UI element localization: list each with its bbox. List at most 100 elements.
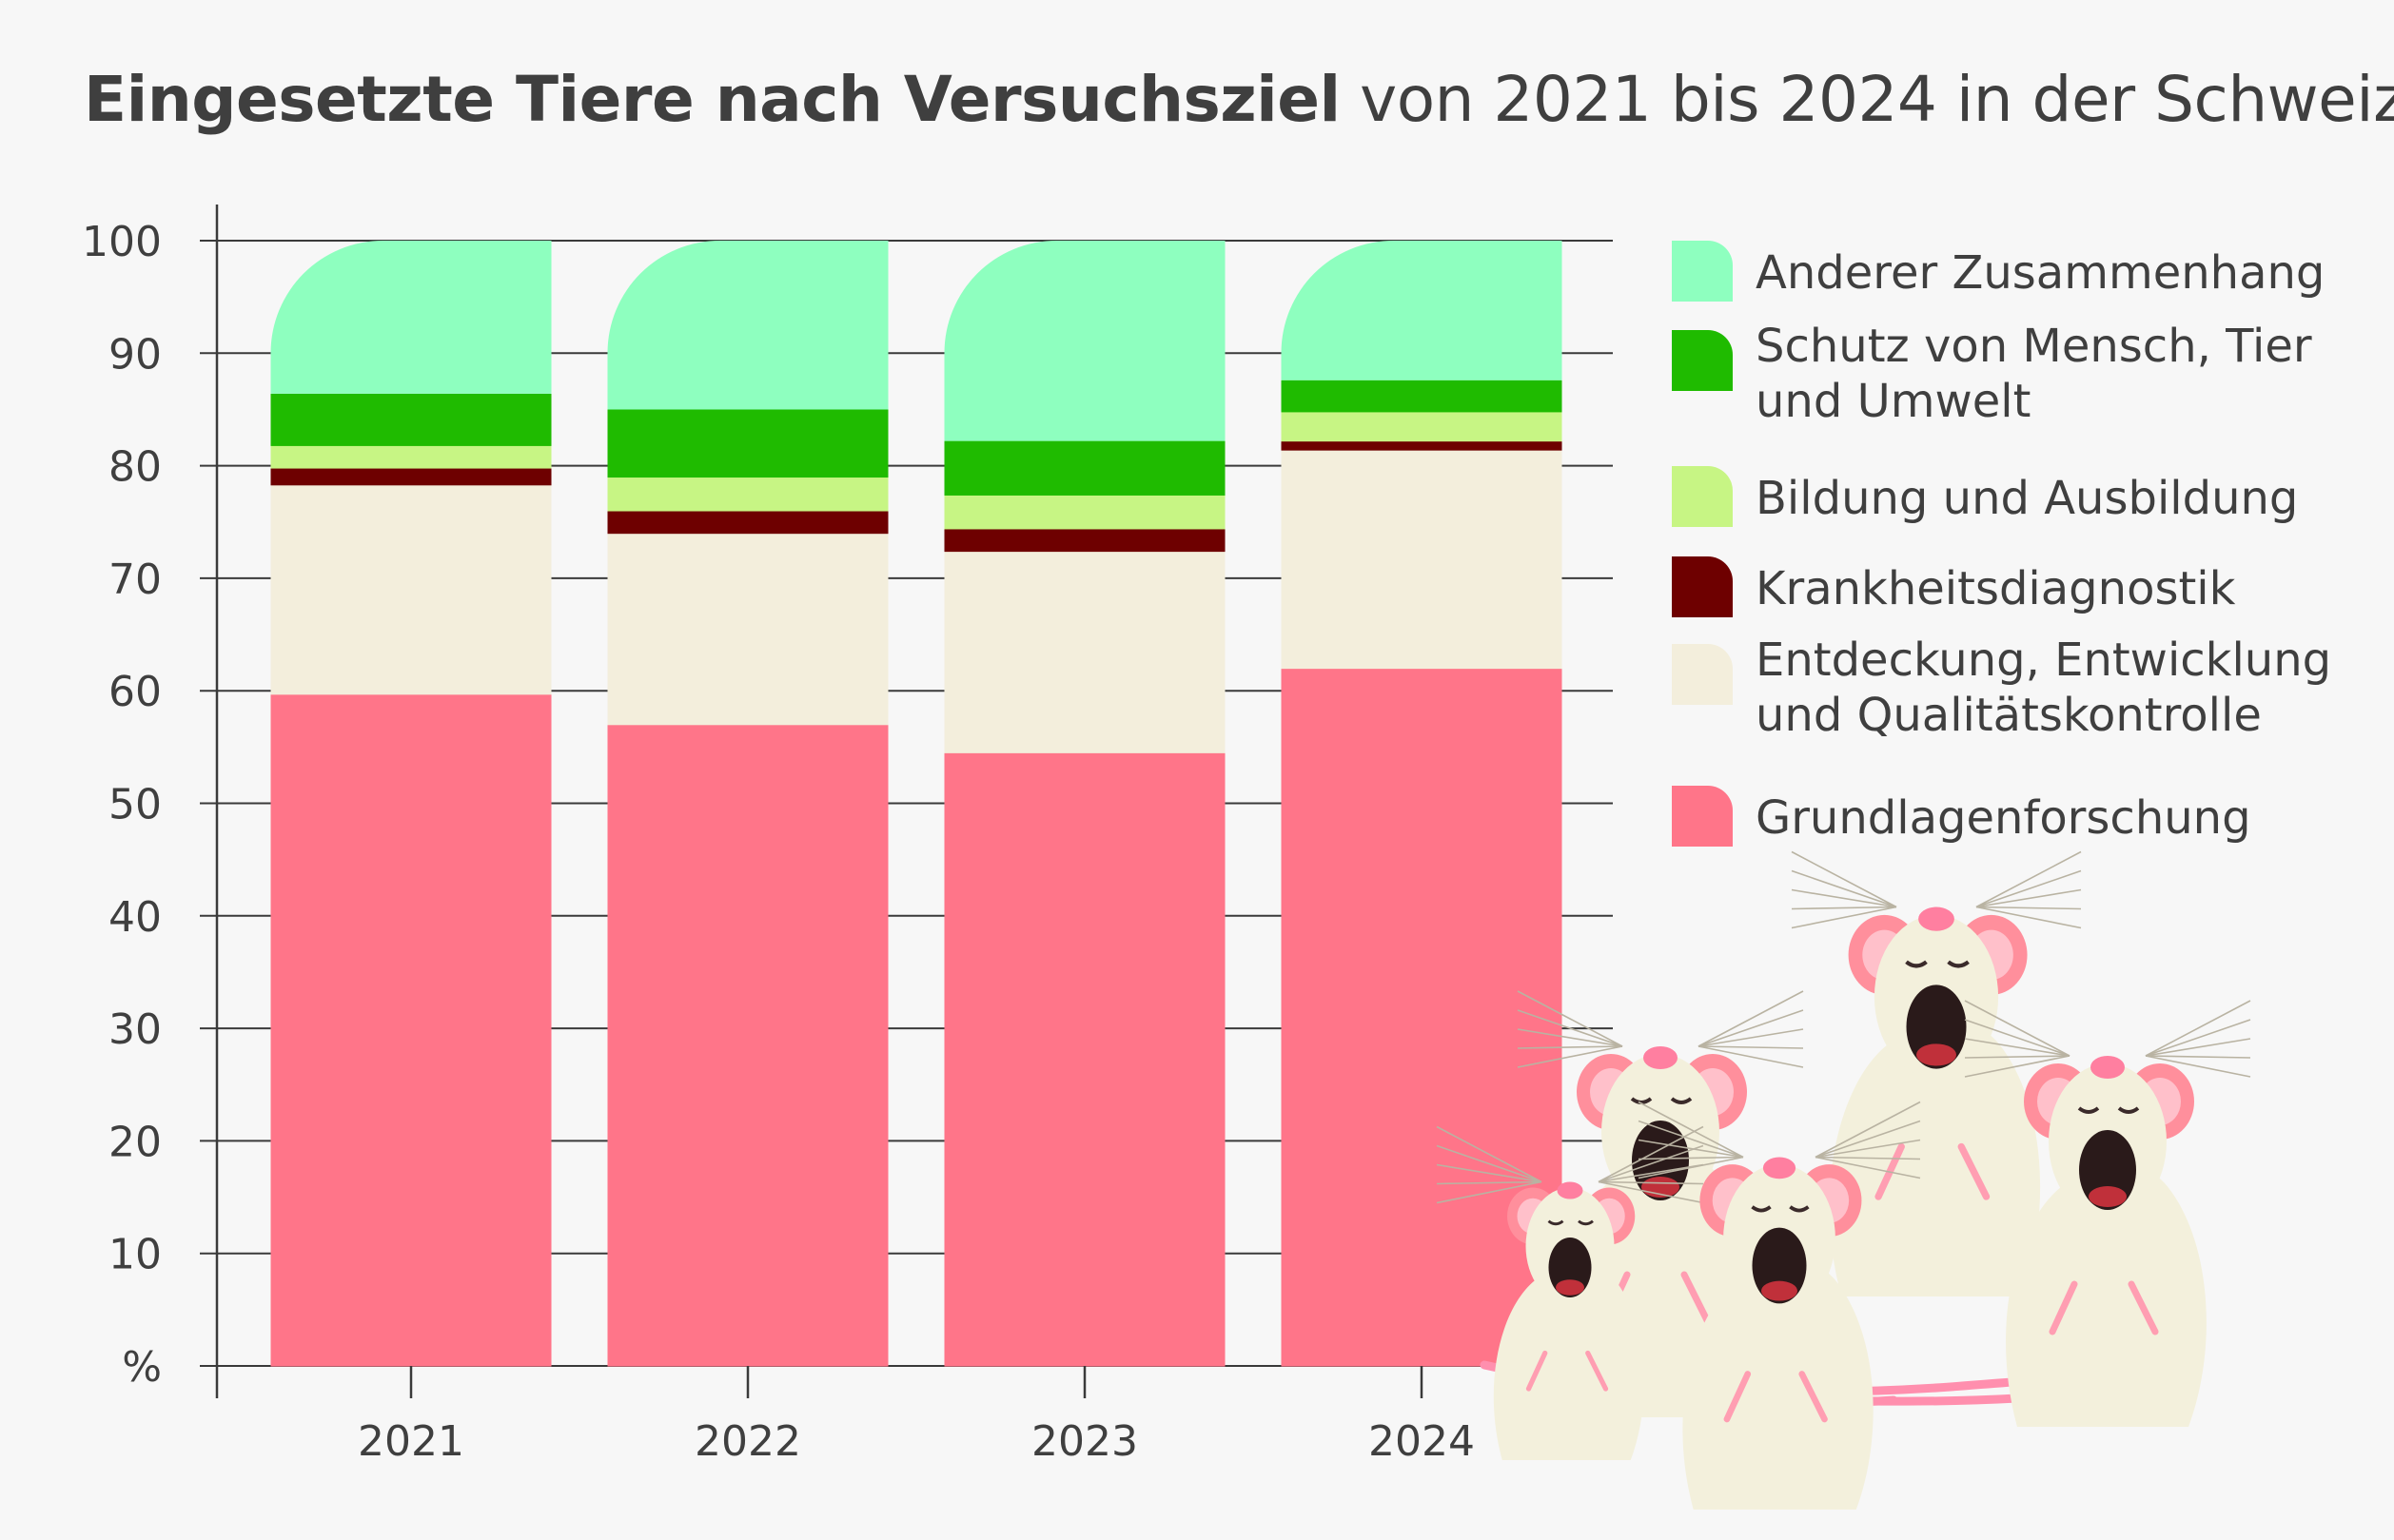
whisker (1436, 1180, 1542, 1185)
mouse-eyes (1905, 960, 1970, 968)
legend-label: und Qualitätskontrolle (1756, 689, 2262, 742)
whisker (1975, 906, 2082, 929)
whisker (1517, 990, 1623, 1047)
bar-segment-2022-1 (607, 724, 889, 1367)
y-tick-label: 50 (108, 781, 162, 829)
mouse-tongue (1916, 1043, 1956, 1066)
whisker (1697, 1028, 1804, 1047)
bar-segment-2024-3 (1281, 440, 1562, 451)
bar-segment-2021-6 (270, 241, 552, 394)
whisker (2145, 1000, 2251, 1057)
bar-segment-2024-5 (1281, 380, 1562, 413)
bar-segment-2023-3 (944, 528, 1226, 553)
bar-segment-2023-4 (944, 495, 1226, 530)
whisker (2145, 1055, 2251, 1078)
mouse-body (2006, 1163, 2207, 1427)
whisker (1598, 1125, 1704, 1183)
chart-title-rest: von 2021 bis 2024 in der Schweiz (1360, 63, 2394, 136)
legend: Anderer Zusammenhang Schutz von Mensch, T… (1672, 241, 2331, 847)
screaming-mice-illustration (1436, 850, 2251, 1510)
whisker (1638, 1156, 1744, 1179)
mouse-paw (1525, 1350, 1609, 1392)
legend-item: Grundlagenforschung (1672, 786, 2251, 847)
whisker (1964, 1038, 2070, 1057)
legend-label: Grundlagenforschung (1756, 791, 2251, 845)
legend-swatch (1672, 556, 1733, 617)
bar-segment-2021-2 (270, 484, 552, 695)
mouse (1682, 1157, 1874, 1510)
whisker (1791, 869, 1897, 908)
whisker (1436, 1125, 1542, 1183)
legend-swatch (1672, 644, 1733, 705)
whisker (1436, 1163, 1542, 1183)
legend-label: Anderer Zusammenhang (1756, 246, 2325, 300)
chart-title-bold: Eingesetzte Tiere nach Versuchsziel (84, 63, 1341, 136)
legend-swatch (1672, 466, 1733, 527)
whisker (1638, 1139, 1744, 1159)
whisker (1964, 1055, 2070, 1059)
whisker (1975, 850, 2082, 908)
y-tick-label: 10 (108, 1231, 162, 1279)
legend-label: Entdeckung, Entwicklung (1756, 634, 2331, 687)
mouse-eyes (1751, 1205, 1810, 1213)
bar-segment-2022-5 (607, 409, 889, 478)
mouse-nose (1918, 906, 1954, 931)
chart-title: Eingesetzte Tiere nach Versuchsziel von … (84, 63, 2394, 136)
legend-label: und Umwelt (1756, 375, 2031, 428)
bar-segment-2021-3 (270, 467, 552, 486)
legend-label: Krankheitsdiagnostik (1756, 562, 2236, 615)
whisker (1436, 1180, 1542, 1204)
whisker (1815, 1101, 1921, 1159)
mouse-eyes (1547, 1219, 1594, 1226)
whisker (1517, 1028, 1623, 1047)
mouse-body (1493, 1262, 1644, 1460)
legend-item: Bildung und Ausbildung (1672, 466, 2298, 527)
x-tick-label: 2021 (358, 1417, 464, 1466)
whisker (1975, 869, 2082, 908)
whisker (1964, 1019, 2070, 1057)
x-tick-label: 2023 (1031, 1417, 1138, 1466)
bar-segment-2024-6 (1281, 241, 1562, 380)
whisker (1791, 906, 1897, 929)
whisker (1598, 1163, 1704, 1183)
mouse-nose (1557, 1181, 1583, 1199)
legend-label: Schutz von Mensch, Tier (1756, 320, 2312, 373)
mouse (2006, 1056, 2207, 1427)
whisker (1697, 990, 1804, 1047)
y-tick-label: 40 (108, 893, 162, 942)
whisker (1638, 1120, 1744, 1159)
mouse-tongue (1761, 1280, 1797, 1301)
whisker (1697, 1045, 1804, 1068)
legend-item: Krankheitsdiagnostik (1672, 556, 2236, 617)
whisker (1517, 1045, 1623, 1049)
whisker (1791, 906, 1897, 910)
whisker (2145, 1038, 2251, 1057)
whisker (1964, 1055, 2070, 1078)
whisker (1638, 1101, 1744, 1159)
bar-segment-2021-1 (270, 693, 552, 1367)
bar-segment-2023-6 (944, 241, 1226, 441)
whisker (1517, 1045, 1623, 1068)
whisker (1975, 906, 2082, 910)
whisker (1791, 850, 1897, 908)
bar-segment-2022-4 (607, 477, 889, 512)
whisker (1815, 1156, 1921, 1179)
mouse-nose (1643, 1046, 1678, 1069)
whisker (1815, 1156, 1921, 1160)
y-tick-label: 80 (108, 443, 162, 492)
whisker (1436, 1144, 1542, 1183)
bar-segment-2021-4 (270, 445, 552, 469)
legend-label: Bildung und Ausbildung (1756, 472, 2298, 525)
mouse-nose (2090, 1056, 2125, 1079)
axes: % 10 20 30 40 50 60 70 80 90 100 2021 2022 2023 2024 (82, 205, 1475, 1466)
whisker (1791, 888, 1897, 908)
legend-swatch (1672, 241, 1733, 302)
mouse (1829, 906, 2041, 1296)
bar-segment-2021-5 (270, 393, 552, 446)
legend-swatch (1672, 330, 1733, 391)
x-tick-label: 2022 (695, 1417, 801, 1466)
bar-segment-2022-6 (607, 241, 889, 410)
y-tick-label: 70 (108, 556, 162, 604)
mouse-nose (1762, 1157, 1796, 1179)
